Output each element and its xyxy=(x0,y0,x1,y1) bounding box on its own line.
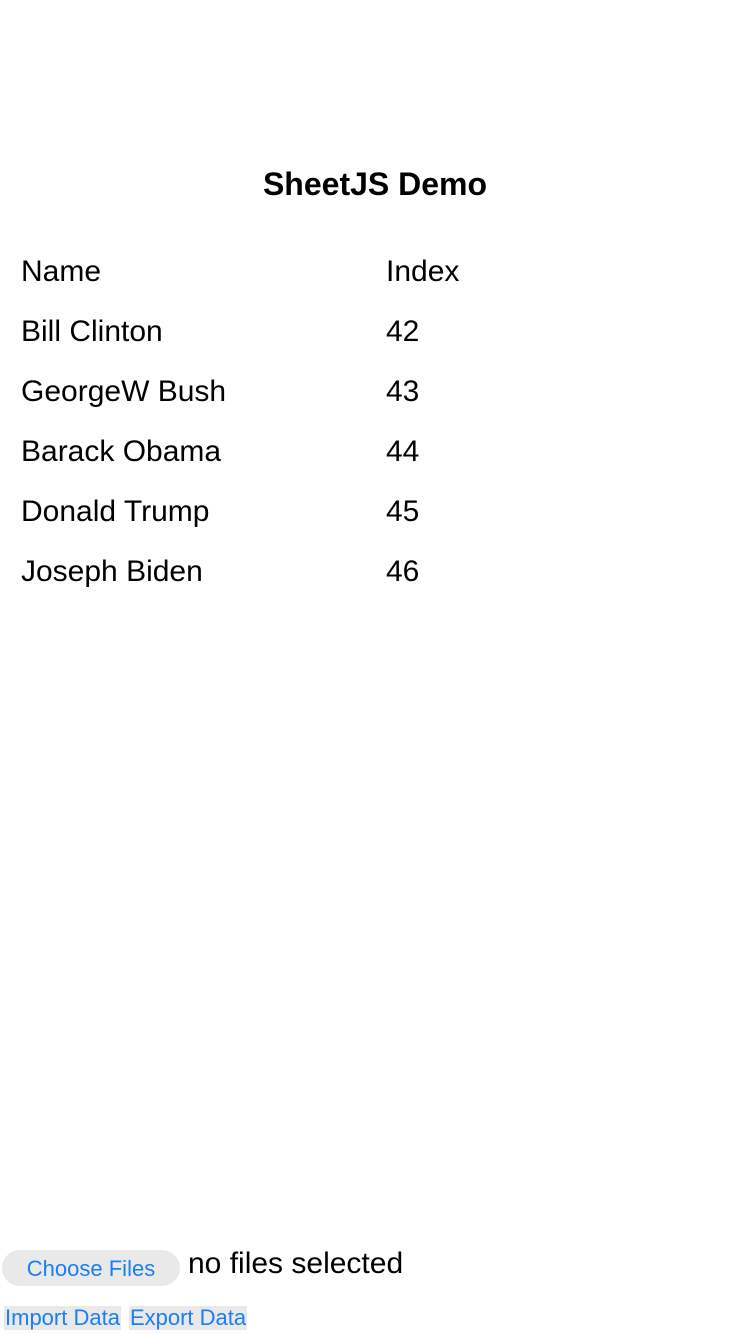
cell-index: 42 xyxy=(386,315,420,348)
cell-index: 46 xyxy=(386,555,420,588)
table-row: GeorgeW Bush 43 xyxy=(21,370,459,430)
cell-name: Bill Clinton xyxy=(21,315,163,348)
table-header: Name Index xyxy=(21,250,459,310)
cell-name: Barack Obama xyxy=(21,435,222,468)
data-table: Name Index Bill Clinton 42 GeorgeW Bush … xyxy=(21,250,459,610)
import-data-button[interactable]: Import Data xyxy=(4,1305,121,1330)
choose-files-button[interactable]: Choose Files xyxy=(2,1250,180,1286)
page-title: SheetJS Demo xyxy=(262,166,488,202)
table-row: Bill Clinton 42 xyxy=(21,310,459,370)
cell-index: 45 xyxy=(386,495,420,528)
table-row: Joseph Biden 46 xyxy=(21,550,459,610)
header-index: Index xyxy=(386,255,460,288)
action-buttons: Import Data Export Data xyxy=(4,1305,248,1330)
cell-name: GeorgeW Bush xyxy=(21,375,227,408)
header-name: Name xyxy=(21,255,102,288)
file-status: no files selected xyxy=(188,1247,404,1280)
table-row: Barack Obama 44 xyxy=(21,430,459,490)
cell-name: Donald Trump xyxy=(21,495,210,528)
cell-name: Joseph Biden xyxy=(21,555,203,588)
file-input: Choose Files no files selected xyxy=(2,1247,404,1286)
export-data-button[interactable]: Export Data xyxy=(128,1305,248,1330)
cell-index: 44 xyxy=(386,435,420,468)
table-row: Donald Trump 45 xyxy=(21,490,459,550)
cell-index: 43 xyxy=(386,375,420,408)
